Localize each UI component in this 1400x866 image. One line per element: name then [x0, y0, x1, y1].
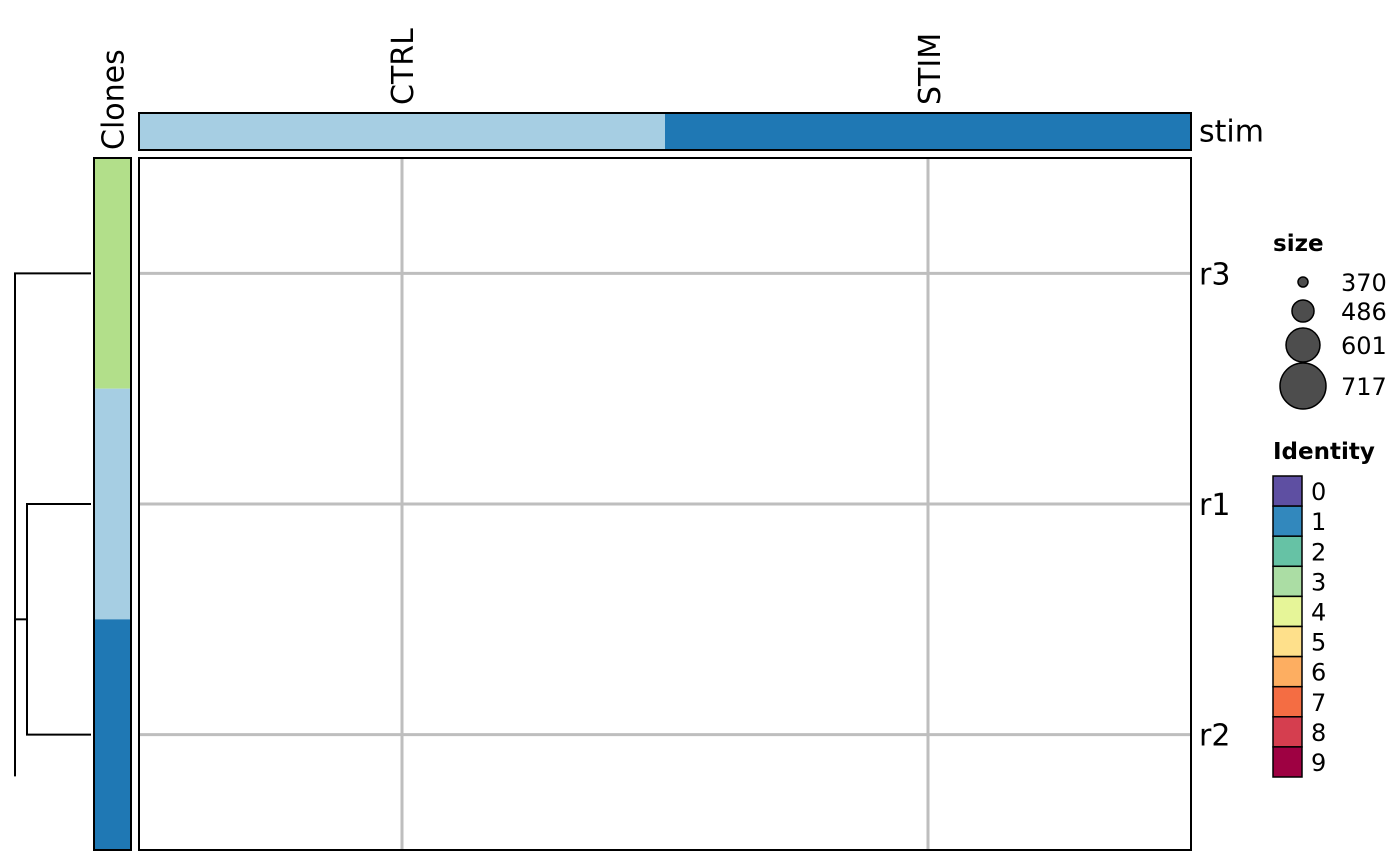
row-label: r1 [1199, 488, 1230, 523]
size-legend-circle [1279, 362, 1327, 410]
identity-legend-swatch [1272, 535, 1303, 568]
identity-legend-swatch [1272, 565, 1303, 598]
identity-legend-swatch [1272, 505, 1303, 537]
heatmap-labels: CTRL STIM r3 r1 r2 [386, 28, 1230, 754]
identity-legend-label: 3 [1311, 568, 1326, 596]
stim-annotation-title: stim [1199, 115, 1264, 150]
identity-legend-title: Identity [1273, 439, 1375, 465]
heatmap-border [138, 157, 1192, 851]
column-annotation-stim: stim [138, 112, 1264, 151]
identity-legend-swatch [1272, 746, 1303, 778]
row-label: r2 [1199, 719, 1230, 754]
size-legend-circle [1285, 327, 1321, 363]
row-dendrogram [14, 272, 91, 777]
size-legend-title: size [1273, 231, 1324, 257]
identity-legend-label: 0 [1311, 478, 1326, 506]
size-legend-label: 486 [1341, 298, 1387, 326]
clones-annotation-cell [94, 619, 131, 850]
size-legend-label: 717 [1341, 373, 1387, 401]
identity-legend-label: 9 [1311, 749, 1326, 777]
identity-legend-label: 5 [1311, 629, 1326, 657]
identity-legend-swatch [1272, 685, 1303, 718]
identity-legend-label: 2 [1311, 538, 1326, 566]
identity-legend-swatch [1272, 716, 1303, 748]
row-label: r3 [1199, 257, 1230, 292]
identity-legend-swatch [1272, 625, 1303, 658]
identity-legend-swatch [1272, 475, 1303, 507]
identity-legend-label: 4 [1311, 598, 1326, 626]
size-legend-label: 370 [1341, 269, 1387, 297]
identity-legend-swatch [1272, 595, 1303, 628]
size-legend-label: 601 [1341, 332, 1387, 360]
identity-legend-label: 1 [1311, 508, 1326, 536]
stim-annotation-cell [139, 113, 665, 150]
identity-legend-label: 8 [1311, 719, 1326, 747]
column-label: STIM [913, 33, 948, 105]
size-legend-circle [1297, 276, 1309, 288]
identity-legend-label: 6 [1311, 659, 1326, 687]
dendrogram-branch [26, 503, 91, 736]
clones-annotation-border [93, 157, 132, 851]
clones-annotation-title: Clones [97, 49, 132, 150]
column-label: CTRL [386, 28, 421, 105]
stim-annotation-border [138, 112, 1192, 151]
clones-annotation-cell [94, 388, 131, 620]
heatmap-body [138, 157, 1192, 851]
identity-legend-label: 7 [1311, 689, 1326, 717]
row-annotation-clones: Clones [93, 49, 132, 851]
clones-annotation-cell [94, 158, 131, 389]
size-legend-circle [1291, 299, 1315, 323]
stim-annotation-cell [665, 113, 1191, 150]
identity-legend-swatch [1272, 655, 1303, 688]
